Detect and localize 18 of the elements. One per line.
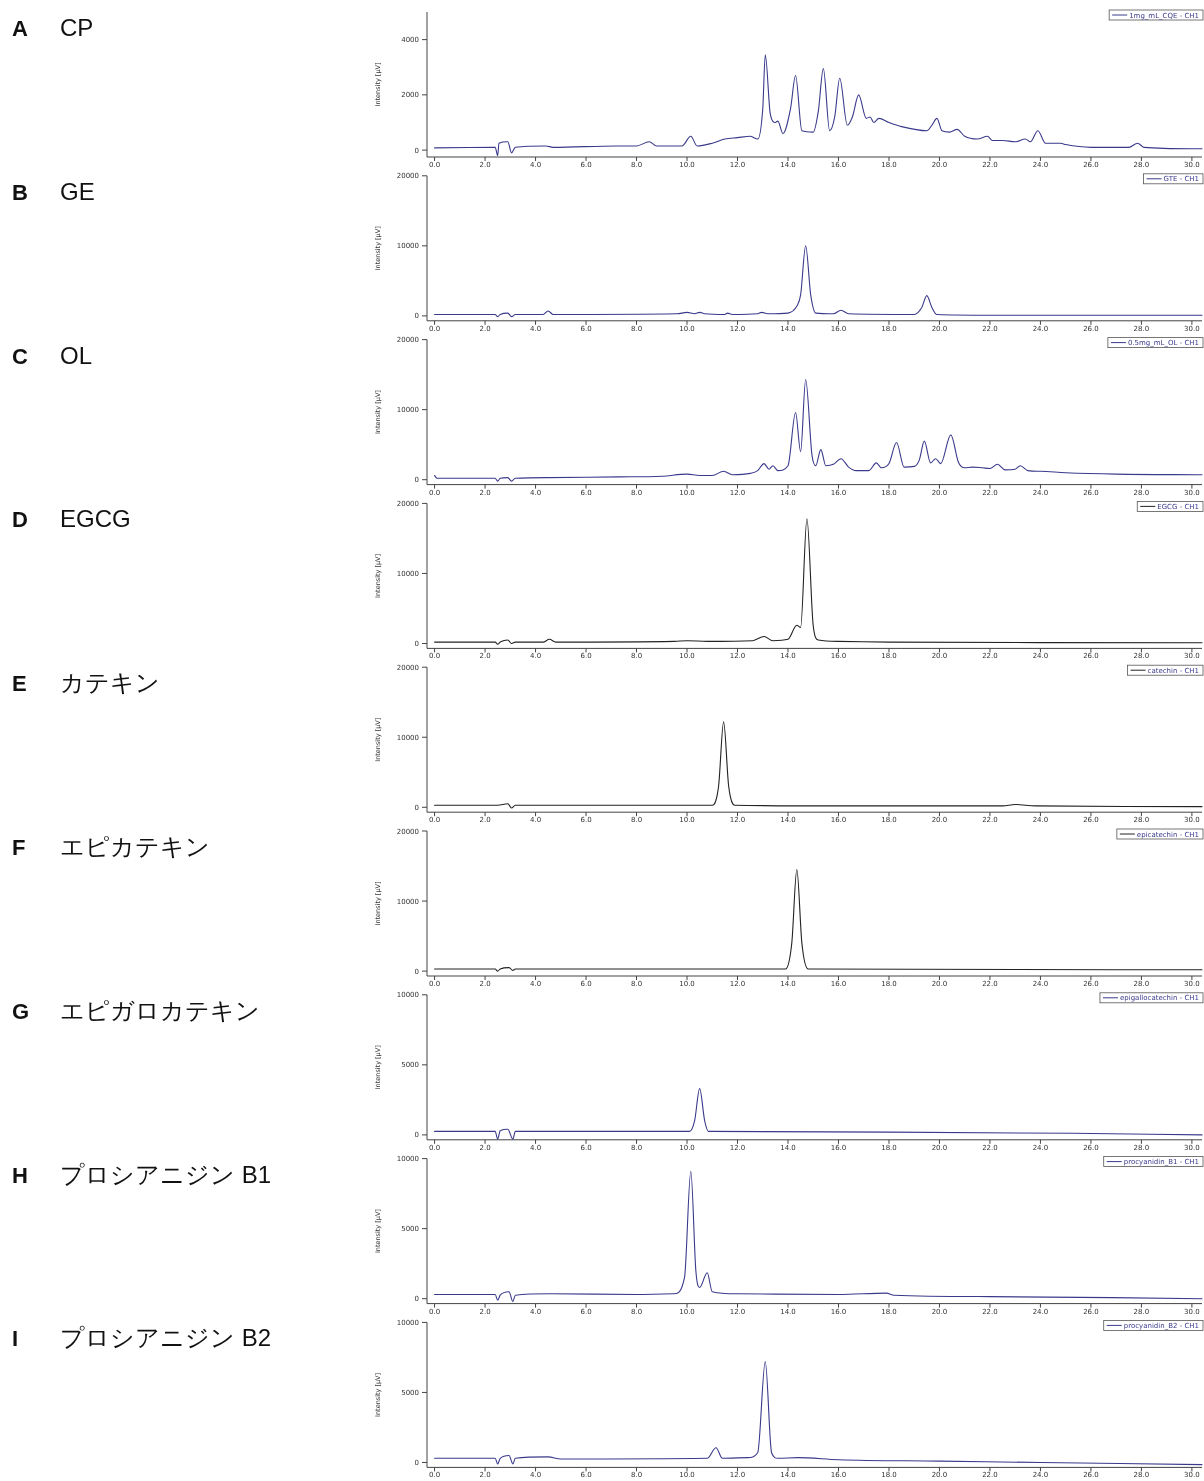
text: H [12, 1162, 28, 1188]
text: I [12, 1326, 19, 1352]
text: プロシアニジン B1 [60, 1160, 272, 1188]
text: CP [60, 14, 94, 41]
text: EGCG [60, 505, 131, 533]
text: B [12, 179, 28, 205]
text: OL [60, 341, 93, 369]
text: D [12, 507, 28, 533]
text: カテキン [60, 669, 160, 697]
text: G [12, 998, 30, 1024]
text: F [12, 835, 26, 860]
text: A [12, 16, 28, 41]
text: E [12, 671, 27, 697]
text: エピガロカテキン [60, 996, 260, 1024]
text: プロシアニジン B2 [60, 1324, 272, 1352]
text: GE [60, 177, 95, 205]
text: C [12, 343, 28, 369]
text: エピカテキン [60, 833, 210, 860]
